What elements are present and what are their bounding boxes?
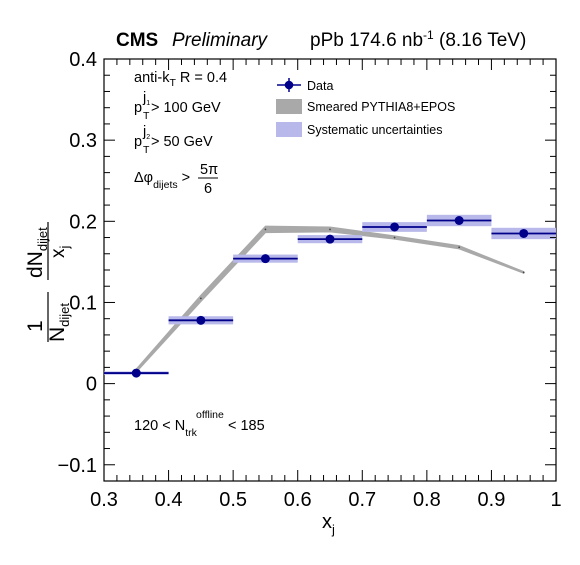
header-energy: (8.16 TeV) (439, 30, 526, 51)
x-tick-label: 0.9 (478, 489, 506, 511)
x-axis-title: xj (322, 511, 335, 537)
x-tick-label: 0.6 (284, 489, 312, 511)
ann-pt1-sub: T (143, 110, 150, 122)
ann-mult-rest: < 185 (228, 418, 265, 434)
svg-text:Ndijet: Ndijet (46, 303, 72, 342)
legend-model-swatch (276, 99, 302, 114)
ann-pt1: p (134, 100, 142, 116)
x-tick-label: 0.7 (348, 489, 376, 511)
x-tick-label: 0.5 (219, 489, 247, 511)
ann-jet-algo: anti-kT R = 0.4 (134, 70, 227, 89)
data-point (325, 234, 335, 244)
model-point (264, 228, 267, 231)
y-title-dN-sub: dijet (35, 227, 50, 251)
y-title-N: N (46, 327, 69, 342)
ann-multiplicity: 120 < Ntrk (134, 418, 198, 439)
header-lumi-prefix: pPb 174.6 nb (310, 30, 423, 51)
svg-text:xj: xj (48, 246, 72, 259)
ann-dphi: Δφdijets > (134, 170, 190, 191)
legend-data-marker (277, 78, 301, 92)
model-point (199, 297, 202, 300)
ann-pt2-rest: > 50 GeV (151, 134, 213, 150)
x-tick-label: 0.8 (413, 489, 441, 511)
legend-syst-label: Systematic uncertainties (307, 123, 442, 137)
header-lumi-exp: -1 (423, 28, 434, 42)
y-tick-label: 0.4 (69, 49, 97, 71)
ann-pt2-sup: j2 (142, 124, 150, 141)
model-point (393, 236, 396, 239)
x-tick-label: 0.4 (155, 489, 183, 511)
header-experiment: CMS (116, 30, 158, 51)
ann-dphi-num: 5π (200, 162, 218, 178)
legend-syst-swatch (276, 122, 302, 137)
ann-mult-sup: offline (196, 409, 224, 421)
model-point (522, 271, 525, 274)
ann-pt1-sup: j1 (142, 90, 150, 107)
data-point (454, 215, 464, 225)
data-point (196, 315, 206, 325)
ann-pt2-sub: T (143, 144, 150, 156)
y-tick-label: 0.2 (69, 211, 97, 233)
legend: Data Smeared PYTHIA8+EPOS Systematic unc… (276, 78, 455, 137)
model-point (329, 228, 331, 231)
x-title-main: x (322, 511, 332, 533)
data-point (390, 222, 400, 232)
legend-model-label: Smeared PYTHIA8+EPOS (307, 100, 455, 114)
model-band (135, 225, 525, 374)
legend-data-label: Data (307, 79, 333, 93)
y-title-x-sub: j (57, 246, 72, 250)
y-axis-title: 1 Ndijet dNdijet xj (24, 222, 72, 342)
model-layer (135, 225, 525, 374)
data-point (131, 368, 141, 378)
x-tick-label: 0.3 (90, 489, 118, 511)
y-title-one: 1 (24, 320, 47, 332)
y-tick-label: 0.1 (69, 292, 97, 314)
data-point (260, 254, 270, 264)
y-title-dN: dN (24, 251, 47, 278)
y-tick-label: −0.1 (58, 455, 97, 477)
y-tick-label: 0 (86, 374, 97, 396)
svg-text:dNdijet: dNdijet (24, 227, 50, 278)
y-title-N-sub: dijet (57, 303, 72, 327)
model-point (458, 246, 461, 249)
x-title-sub: j (331, 522, 335, 537)
data-point (519, 228, 529, 238)
y-title-x: x (48, 248, 69, 258)
header-status: Preliminary (172, 30, 269, 51)
axis-ticks: 0.3 0.4 0.5 0.6 0.7 0.8 0.9 1 −0.1 0 0.1 0.2 0.3 0.4 (58, 49, 562, 511)
ann-dphi-den: 6 (204, 181, 212, 197)
x-tick-label: 1 (550, 489, 561, 511)
y-tick-label: 0.3 (69, 130, 97, 152)
ann-pt2: p (134, 134, 142, 150)
data-layer (104, 215, 556, 378)
ann-pt1-rest: > 100 GeV (151, 100, 221, 116)
header-luminosity: pPb 174.6 nb-1 (8.16 TeV) (310, 28, 526, 51)
